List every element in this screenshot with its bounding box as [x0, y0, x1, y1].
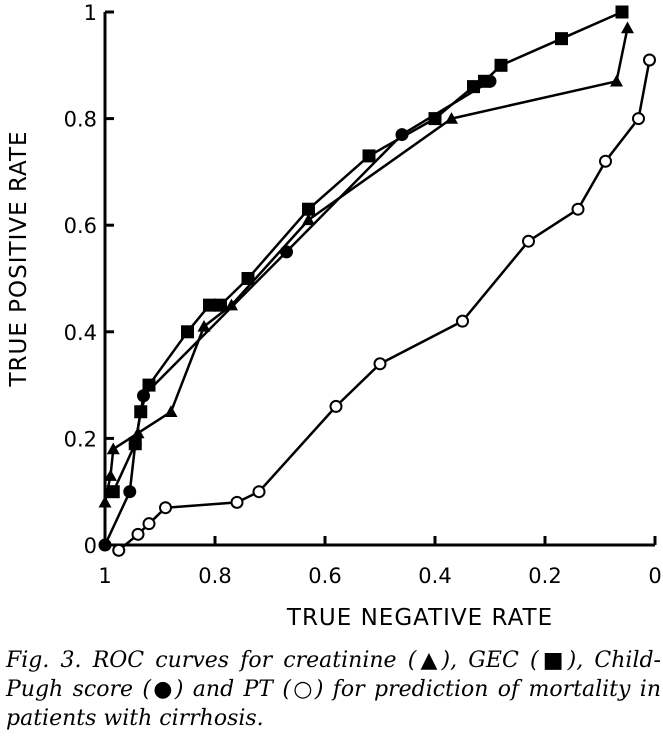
x-tick-label: 0 [648, 564, 661, 588]
open-circle-point [159, 501, 172, 515]
filled-circle-point [98, 538, 112, 552]
open-circle-point [112, 543, 126, 557]
filled-circle-point [137, 389, 150, 403]
filled-circle-point [483, 74, 497, 88]
triangle-point [445, 112, 458, 124]
square-point [106, 485, 120, 499]
square-point [214, 298, 227, 312]
x-axis-title: TRUE NEGATIVE RATE [286, 605, 553, 631]
open-circle-point [571, 202, 585, 216]
triangle-point [610, 74, 623, 87]
square-point [555, 32, 568, 46]
series-triangle-filled [98, 21, 634, 508]
triangle-point [225, 298, 238, 311]
open-circle-point [373, 357, 387, 371]
series-line [103, 27, 629, 503]
chart-ticks: 0 0.2 0.4 0.6 0.8 1 1 0.8 0.6 0.4 0.2 0 [64, 1, 662, 588]
y-tick-label: 0.2 [64, 427, 97, 451]
open-circle-point [599, 154, 612, 168]
open-circle-point [252, 485, 266, 499]
series-circle-open [112, 53, 656, 557]
x-tick-label: 0.8 [198, 564, 231, 588]
filled-circle-point [395, 128, 409, 142]
triangle-point [106, 442, 120, 455]
x-tick-label: 0.4 [418, 564, 451, 588]
triangle-point [197, 319, 211, 332]
square-point [302, 202, 315, 216]
square-point [181, 325, 194, 339]
chart-axes [103, 12, 655, 547]
open-circle-point [643, 53, 656, 67]
triangle-point [302, 213, 315, 226]
filled-circle-point [123, 485, 137, 499]
square-point [241, 272, 255, 285]
triangle-point [104, 469, 117, 481]
series-line [117, 59, 651, 552]
roc-chart: 0 0.2 0.4 0.6 0.8 1 1 0.8 0.6 0.4 0.2 0 TRUE NEGATI… [6, 1, 662, 631]
open-circle-point [456, 314, 469, 328]
y-tick-label: 0.4 [64, 321, 97, 345]
y-tick-label: 0 [84, 534, 97, 558]
open-circle-point [230, 495, 244, 509]
triangle-point [621, 21, 634, 34]
open-circle-point [632, 112, 645, 126]
triangle-point [98, 495, 112, 508]
open-circle-point [131, 527, 145, 541]
x-tick-label: 0.6 [308, 564, 341, 588]
square-point [362, 149, 376, 163]
figure-caption: Fig. 3. ROC curves for creatinine (▲), G… [6, 648, 661, 731]
open-circle-point [522, 234, 535, 248]
x-tick-label: 1 [98, 564, 111, 588]
y-axis-title: TRUE POSITIVE RATE [6, 130, 32, 387]
series-line [103, 80, 491, 546]
x-tick-label: 0.2 [528, 564, 561, 588]
filled-circle-point [128, 437, 142, 451]
y-tick-label: 1 [84, 1, 97, 25]
y-tick-label: 0.6 [64, 214, 97, 238]
series-circle-filled [98, 74, 497, 552]
series-line [112, 10, 623, 493]
square-point [494, 58, 508, 72]
open-circle-point [329, 399, 343, 413]
chart-series [98, 5, 656, 557]
series-square-filled [106, 5, 629, 499]
square-point [203, 298, 216, 312]
triangle-point [164, 405, 178, 417]
y-tick-label: 0.8 [64, 108, 97, 132]
open-circle-point [142, 517, 156, 531]
square-point [615, 5, 629, 19]
filled-circle-point [280, 245, 293, 259]
